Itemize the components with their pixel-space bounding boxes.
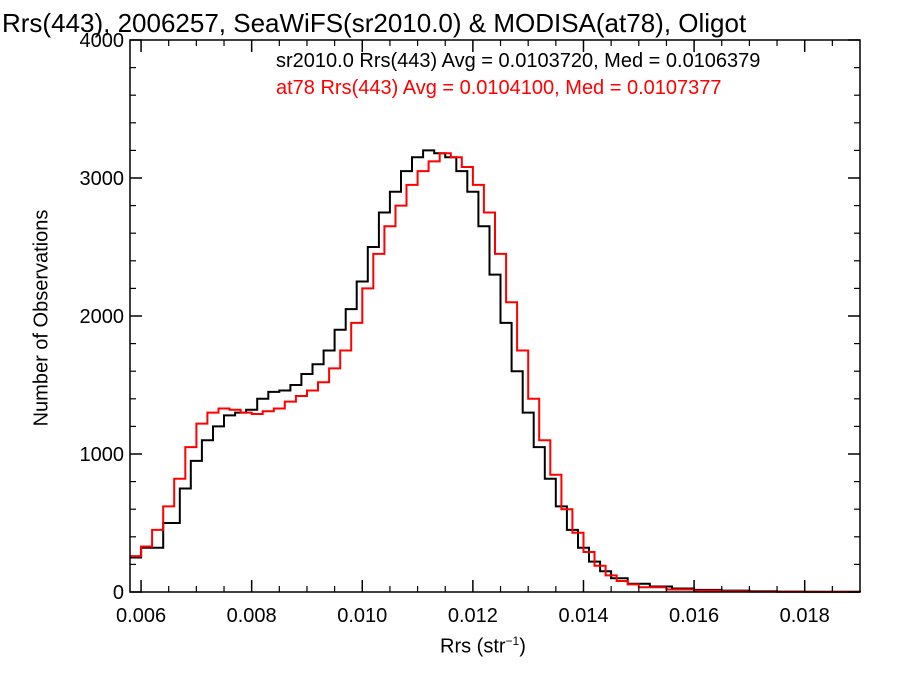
legend-entry-sr2010: sr2010.0 Rrs(443) Avg = 0.0103720, Med =…: [276, 50, 761, 72]
x-tick-label: 0.006: [116, 605, 166, 627]
x-axis-label: Rrs (str−1): [440, 634, 526, 659]
y-axis-label: Number of Observations: [30, 209, 53, 427]
y-tick-label: 1000: [80, 444, 125, 466]
y-tick-label: 4000: [80, 30, 125, 52]
x-tick-label: 0.018: [780, 605, 830, 627]
plot-frame: [129, 39, 861, 593]
x-tick-label: 0.016: [669, 605, 719, 627]
axis-layer: 0.006 0.008 0.010 0.012 0.014 0.016 0.018 0 1000…: [80, 30, 860, 627]
series-line-1: [130, 152, 860, 593]
x-axis-label-close: ): [519, 635, 526, 658]
chart-title: Rrs(443), 2006257, SeaWiFS(sr2010.0) & M…: [2, 8, 747, 38]
y-tick-label: 0: [113, 582, 124, 604]
x-axis-label-superscript: −1: [505, 634, 520, 648]
x-tick-label: 0.008: [227, 605, 277, 627]
y-tick-label: 2000: [80, 306, 125, 328]
x-tick-label: 0.010: [337, 605, 387, 627]
legend-entry-at78: at78 Rrs(443) Avg = 0.0104100, Med = 0.0…: [276, 77, 722, 99]
y-tick-label: 3000: [80, 168, 125, 190]
x-axis-label-text: Rrs (str: [440, 635, 506, 658]
x-tick-label: 0.012: [448, 605, 498, 627]
series-layer: [130, 149, 861, 593]
x-tick-label: 0.014: [558, 605, 608, 627]
